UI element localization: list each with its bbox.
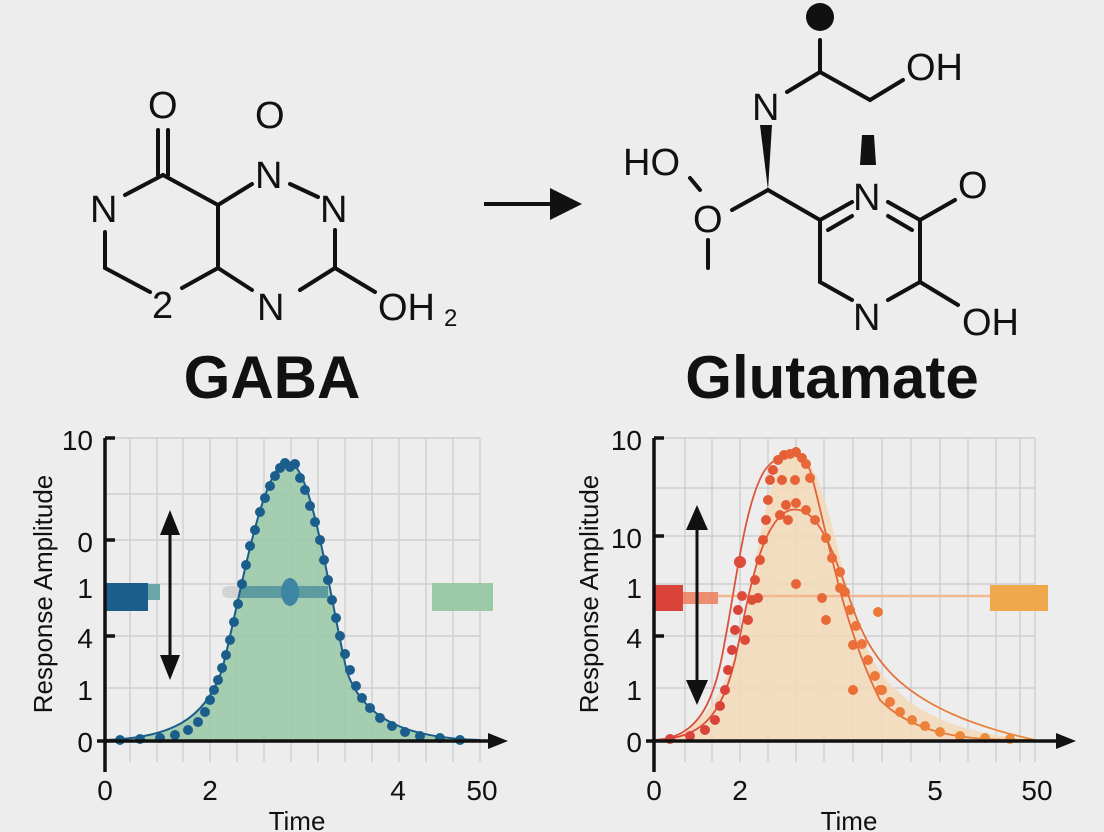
y-tick: 4	[626, 623, 642, 654]
gaba-title: GABA	[184, 344, 361, 411]
gaba-chart: 10 0 1 4 1 0 0 2 4 50 Time Response Ampl…	[28, 425, 508, 832]
double-arrow-icon	[160, 510, 180, 680]
atom-label: O	[693, 199, 723, 241]
y-tick: 1	[626, 675, 642, 706]
atom-label: O	[148, 85, 178, 127]
bar-marker	[148, 584, 160, 600]
x-tick: 2	[202, 775, 218, 806]
atom-label: N	[853, 297, 880, 339]
x-tick: 4	[390, 775, 406, 806]
gaba-structure: O O N N N N 2 OH 2	[90, 85, 457, 332]
glutamate-chart: 10 10 1 4 1 0 0 2 5 50 Time Response Amp…	[574, 425, 1076, 832]
y-axis-label: Response Amplitude	[574, 475, 604, 713]
reaction-arrow-icon	[484, 188, 582, 220]
atom-label: OH	[906, 47, 963, 89]
y-tick: 10	[611, 523, 642, 554]
bar-marker	[432, 583, 493, 611]
atom-label: N	[257, 287, 284, 329]
atom-label: HO	[623, 142, 680, 184]
y-tick: 1	[626, 573, 642, 604]
y-tick: 1	[77, 675, 93, 706]
atom-label: OH	[962, 302, 1019, 344]
y-tick: 10	[611, 425, 642, 456]
double-arrow-icon	[686, 505, 708, 705]
atom-label: O	[255, 95, 285, 137]
atom-label: O	[958, 165, 988, 207]
y-tick: 4	[77, 623, 93, 654]
x-tick: 0	[97, 775, 113, 806]
y-tick: 0	[77, 527, 93, 558]
glutamate-title: Glutamate	[685, 344, 978, 411]
y-axis-label: Response Amplitude	[28, 475, 58, 713]
y-tick: 1	[77, 573, 93, 604]
bar-marker	[683, 592, 718, 604]
atom-label: N	[90, 189, 117, 231]
bar-marker	[222, 586, 242, 598]
peak-marker	[281, 578, 299, 606]
x-axis-arrow-icon	[488, 733, 508, 749]
x-tick: 50	[1021, 775, 1052, 806]
atom-label: N	[853, 177, 880, 219]
atom-label: N	[320, 189, 347, 231]
atom-label: 2	[152, 285, 173, 327]
atom-subscript: 2	[444, 305, 457, 332]
atom-label: N	[752, 87, 779, 129]
dot-marker-icon	[806, 3, 834, 31]
glutamate-structure: N OH HO O N O N OH	[623, 3, 1019, 344]
bar-marker	[105, 583, 148, 611]
atom-label: N	[255, 155, 282, 197]
x-axis-label: Time	[269, 806, 326, 832]
y-tick: 0	[77, 727, 93, 758]
y-tick: 0	[626, 727, 642, 758]
data-points	[665, 447, 1015, 744]
x-tick: 50	[466, 775, 497, 806]
x-tick: 2	[732, 775, 748, 806]
x-axis-arrow-icon	[1056, 733, 1076, 749]
bar-marker	[654, 585, 683, 611]
bar-marker	[990, 585, 1048, 611]
y-tick: 10	[62, 425, 93, 456]
atom-label: OH	[378, 287, 435, 329]
x-tick: 5	[927, 775, 943, 806]
x-tick: 0	[646, 775, 662, 806]
x-axis-label: Time	[821, 806, 878, 832]
